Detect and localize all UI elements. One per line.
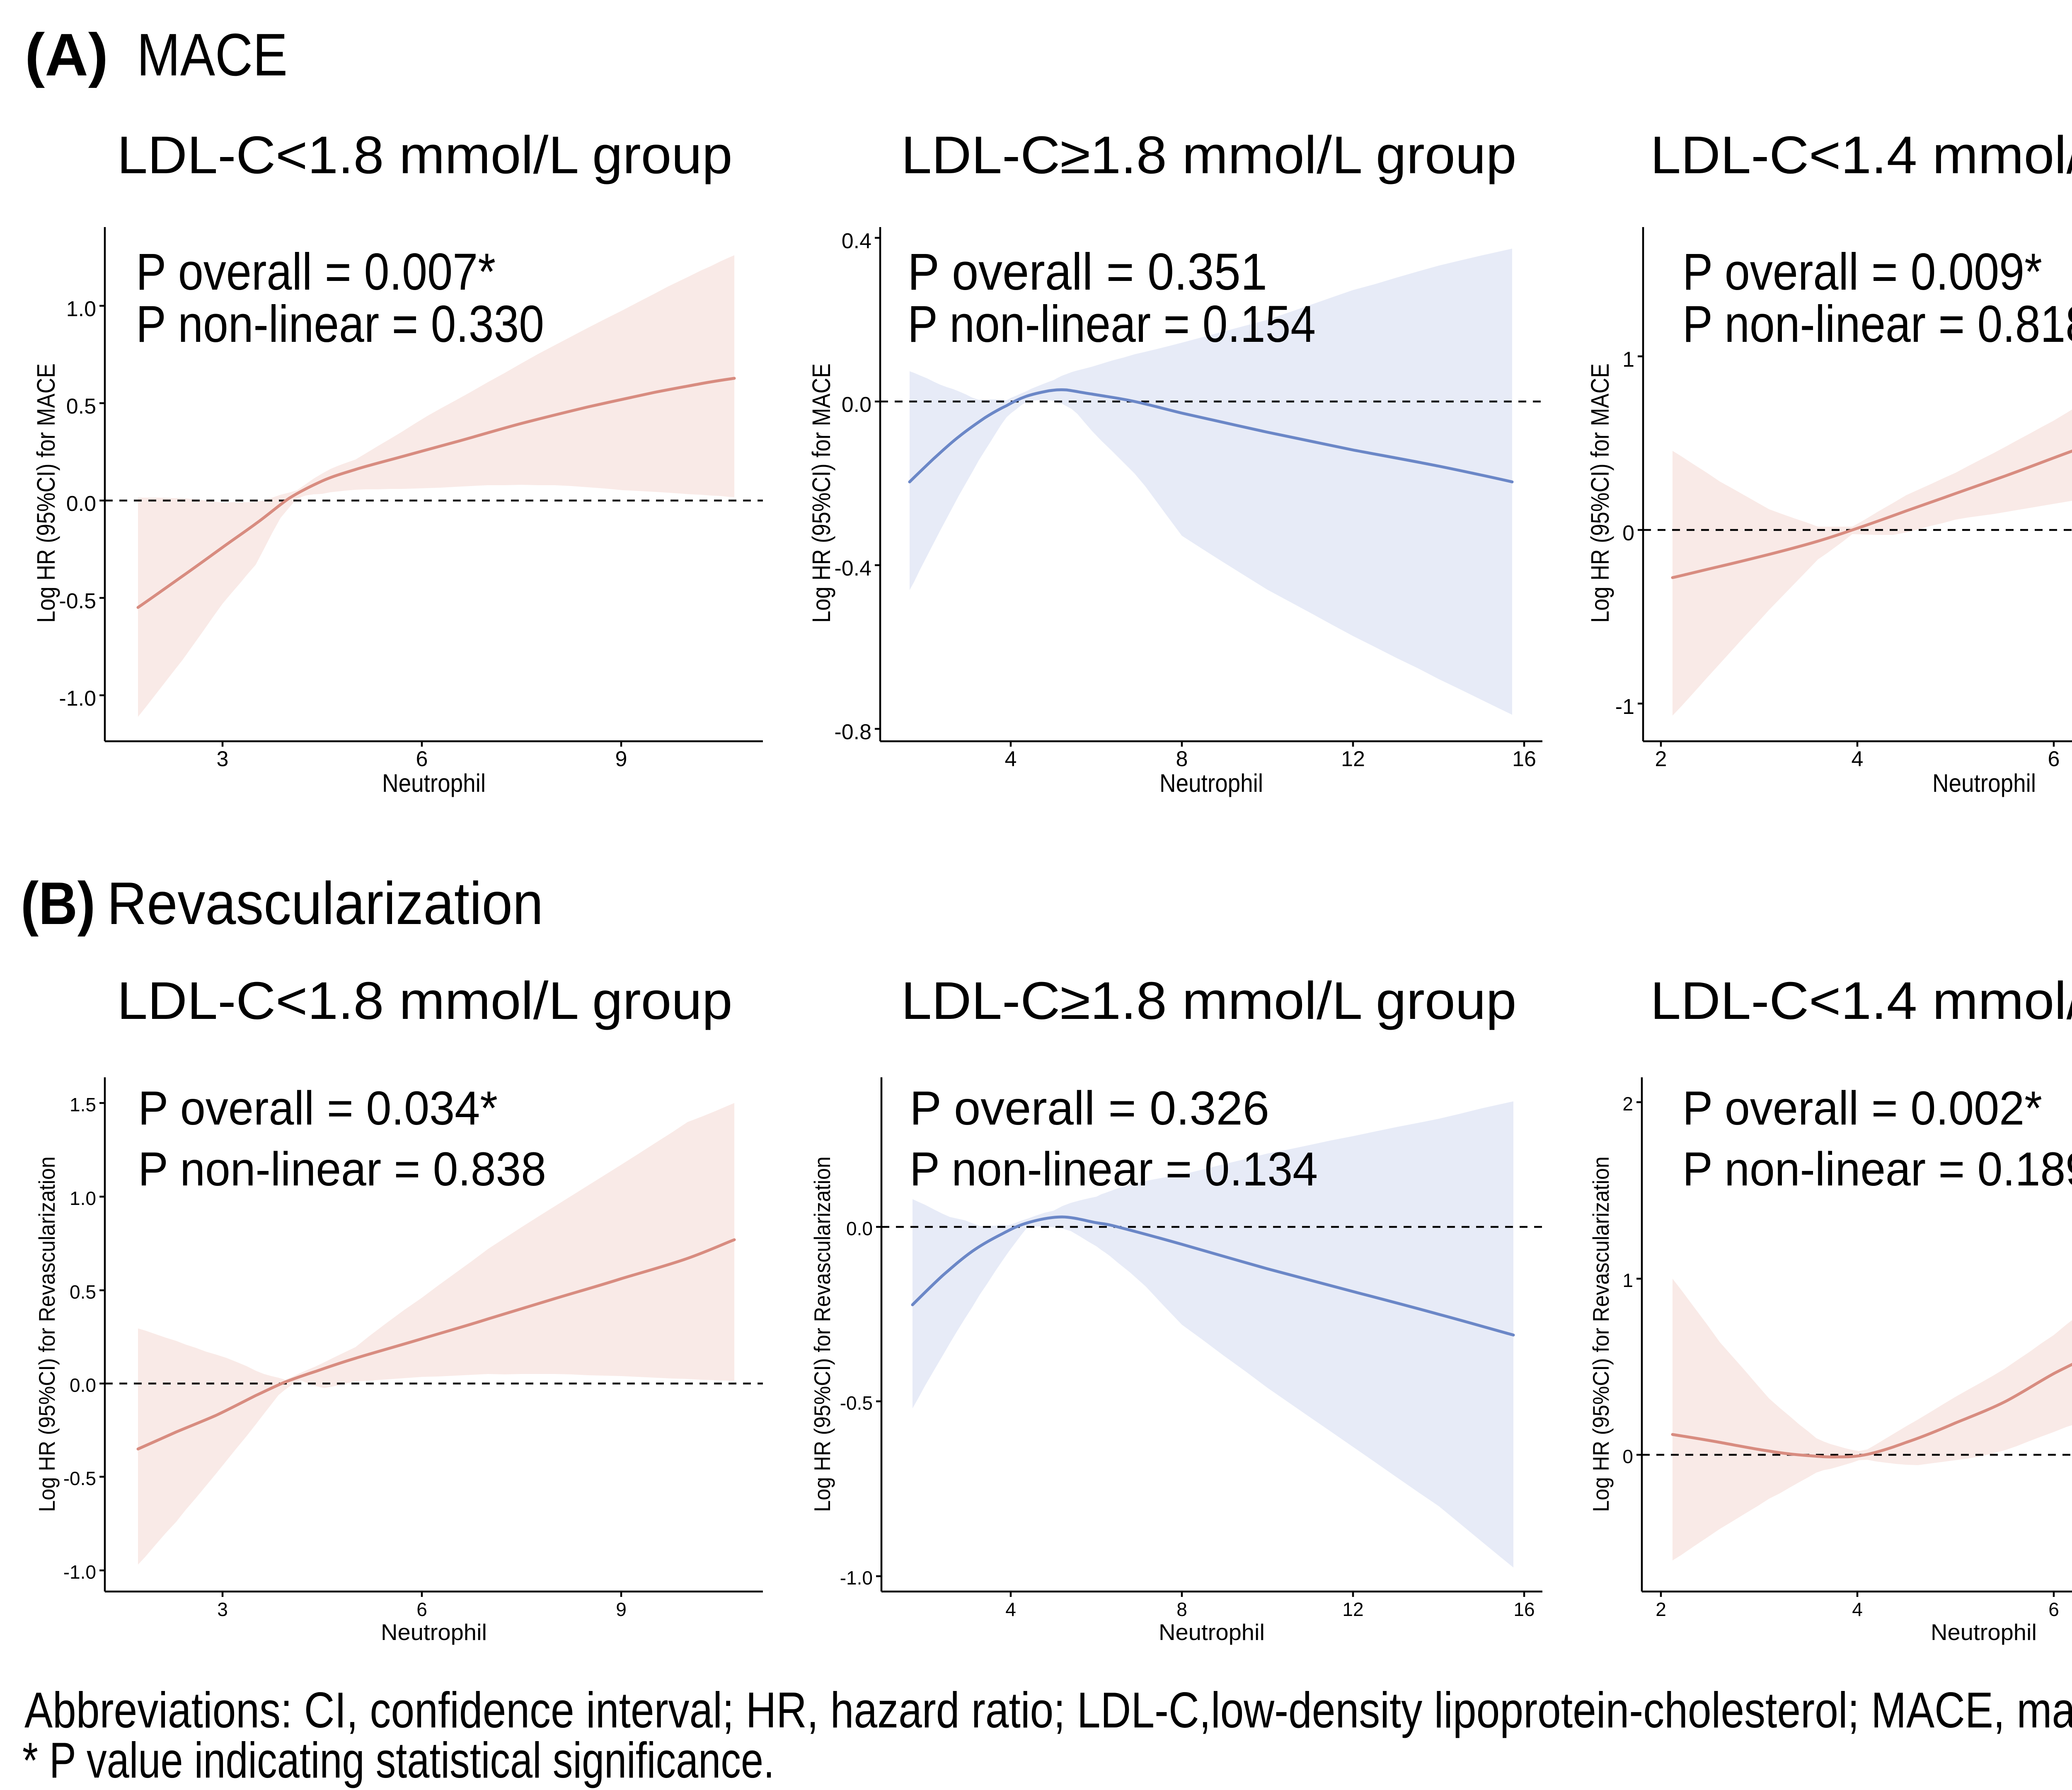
svg-text:P non-linear = 0.154: P non-linear = 0.154 (908, 295, 1316, 353)
svg-text:LDL-C<1.8 mmol/L group: LDL-C<1.8 mmol/L group (117, 126, 733, 185)
svg-text:0.4: 0.4 (842, 229, 871, 253)
svg-text:0.5: 0.5 (66, 394, 96, 418)
svg-text:Log HR (95%CI) for Revasculari: Log HR (95%CI) for Revascularization (809, 1156, 835, 1512)
svg-text:LDL-C<1.4 mmol/L group: LDL-C<1.4 mmol/L group (1651, 971, 2072, 1030)
svg-text:4: 4 (1005, 747, 1017, 771)
svg-text:-1.0: -1.0 (59, 687, 96, 711)
svg-text:P non-linear = 0.189: P non-linear = 0.189 (1682, 1143, 2072, 1196)
svg-text:P overall = 0.002*: P overall = 0.002* (1682, 1082, 2042, 1135)
svg-text:P overall = 0.007*: P overall = 0.007* (136, 243, 496, 301)
svg-text:Log HR (95%CI) for MACE: Log HR (95%CI) for MACE (32, 363, 60, 623)
svg-text:0: 0 (1622, 521, 1634, 545)
svg-text:6: 6 (2048, 747, 2060, 771)
svg-text:12: 12 (1342, 1599, 1363, 1620)
svg-text:Neutrophil: Neutrophil (1931, 1619, 2037, 1645)
svg-text:-0.5: -0.5 (63, 1468, 96, 1489)
svg-text:Log HR (95%CI) for Revasculari: Log HR (95%CI) for Revascularization (34, 1156, 60, 1512)
svg-text:1.5: 1.5 (70, 1094, 96, 1115)
svg-text:2: 2 (1656, 1599, 1666, 1620)
svg-text:4: 4 (1852, 747, 1864, 771)
svg-text:Log HR (95%CI) for MACE: Log HR (95%CI) for MACE (807, 363, 835, 623)
svg-text:Neutrophil: Neutrophil (381, 1619, 487, 1645)
svg-text:LDL-C≥1.8 mmol/L group: LDL-C≥1.8 mmol/L group (901, 971, 1517, 1030)
svg-text:4: 4 (1852, 1599, 1863, 1620)
svg-text:P overall = 0.009*: P overall = 0.009* (1682, 243, 2042, 301)
svg-text:1.0: 1.0 (70, 1188, 96, 1209)
svg-text:1: 1 (1622, 348, 1634, 372)
svg-text:0.0: 0.0 (70, 1374, 96, 1396)
svg-text:0.0: 0.0 (846, 1218, 873, 1239)
svg-text:Neutrophil: Neutrophil (1932, 769, 2036, 797)
svg-text:6: 6 (416, 747, 428, 771)
svg-text:-0.4: -0.4 (834, 556, 871, 581)
svg-text:0: 0 (1622, 1446, 1633, 1467)
svg-text:8: 8 (1176, 747, 1188, 771)
svg-text:9: 9 (616, 1599, 627, 1620)
svg-text:P overall = 0.034*: P overall = 0.034* (138, 1082, 498, 1135)
svg-text:LDL-C<1.4 mmol/L group: LDL-C<1.4 mmol/L group (1651, 126, 2072, 185)
svg-text:(A): (A) (25, 21, 108, 88)
svg-text:-0.8: -0.8 (834, 720, 871, 744)
svg-text:6: 6 (2048, 1599, 2059, 1620)
svg-text:-1.0: -1.0 (840, 1567, 873, 1589)
svg-text:8: 8 (1176, 1599, 1187, 1620)
svg-text:3: 3 (217, 1599, 228, 1620)
svg-text:Revascularization: Revascularization (107, 870, 543, 937)
svg-text:P overall = 0.351: P overall = 0.351 (908, 243, 1267, 301)
svg-text:P overall = 0.326: P overall = 0.326 (910, 1082, 1269, 1135)
svg-text:-0.5: -0.5 (840, 1392, 873, 1414)
svg-text:-0.5: -0.5 (59, 589, 96, 613)
svg-text:2: 2 (1622, 1093, 1633, 1115)
svg-text:P non-linear = 0.818: P non-linear = 0.818 (1682, 295, 2072, 353)
svg-text:16: 16 (1513, 1599, 1535, 1620)
svg-text:6: 6 (416, 1599, 427, 1620)
svg-text:Neutrophil: Neutrophil (382, 769, 486, 797)
svg-text:MACE: MACE (137, 21, 288, 88)
svg-text:P non-linear = 0.134: P non-linear = 0.134 (910, 1143, 1318, 1196)
svg-text:-1: -1 (1615, 695, 1634, 719)
svg-text:Neutrophil: Neutrophil (1159, 769, 1263, 797)
svg-text:16: 16 (1512, 747, 1536, 771)
svg-text:1: 1 (1622, 1270, 1633, 1291)
svg-text:LDL-C≥1.8 mmol/L group: LDL-C≥1.8 mmol/L group (901, 126, 1517, 185)
svg-text:4: 4 (1005, 1599, 1016, 1620)
svg-text:(B): (B) (21, 870, 95, 937)
svg-text:LDL-C<1.8 mmol/L group: LDL-C<1.8 mmol/L group (117, 971, 733, 1030)
svg-text:* P value indicating statistic: * P value indicating statistical signifi… (22, 1732, 775, 1788)
svg-text:Log HR (95%CI) for Revasculari: Log HR (95%CI) for Revascularization (1588, 1156, 1614, 1512)
svg-text:P non-linear = 0.330: P non-linear = 0.330 (136, 295, 544, 353)
svg-text:1.0: 1.0 (66, 297, 96, 321)
svg-text:Abbreviations: CI, confidence: Abbreviations: CI, confidence interval; … (24, 1682, 2072, 1738)
svg-text:2: 2 (1655, 747, 1667, 771)
svg-text:3: 3 (217, 747, 229, 771)
svg-text:Log HR (95%CI) for MACE: Log HR (95%CI) for MACE (1586, 363, 1614, 623)
svg-text:P non-linear = 0.838: P non-linear = 0.838 (138, 1143, 546, 1196)
svg-text:9: 9 (615, 747, 627, 771)
svg-text:Neutrophil: Neutrophil (1159, 1619, 1265, 1645)
svg-text:0.5: 0.5 (70, 1281, 96, 1303)
svg-text:0.0: 0.0 (66, 492, 96, 516)
svg-text:-1.0: -1.0 (63, 1561, 96, 1583)
svg-text:12: 12 (1341, 747, 1365, 771)
svg-text:0.0: 0.0 (842, 393, 871, 417)
